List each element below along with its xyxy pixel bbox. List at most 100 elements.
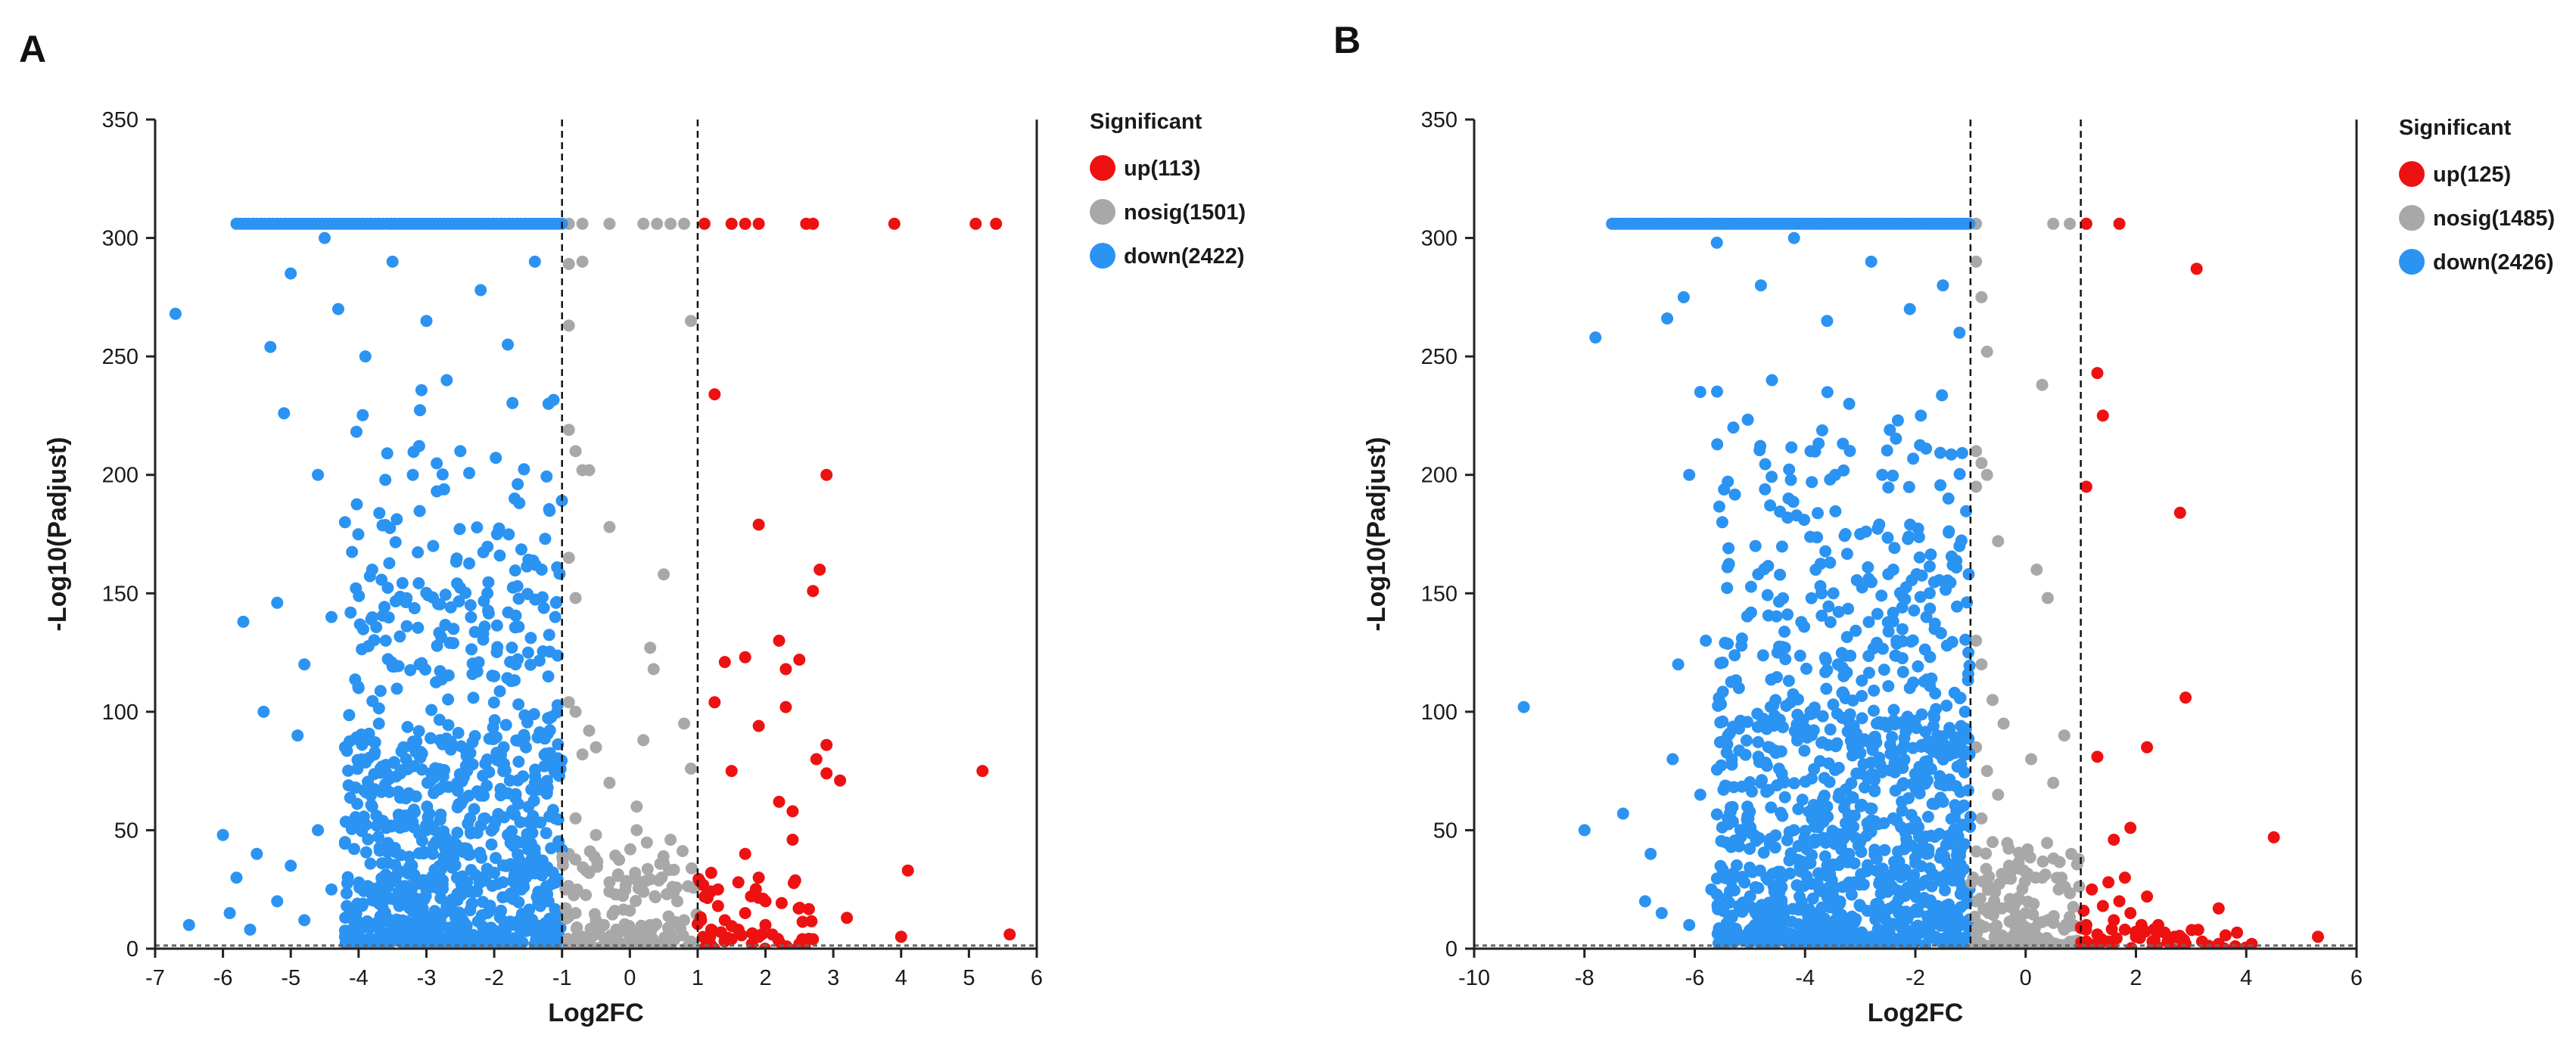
point-down: [468, 803, 481, 816]
point-down: [1769, 747, 1782, 760]
x-tick-label: 4: [2240, 966, 2252, 990]
point-down: [1672, 658, 1685, 671]
point-down: [1893, 866, 1906, 879]
point-down: [1759, 483, 1772, 496]
point-down: [1878, 906, 1891, 918]
point-down: [1809, 833, 1822, 846]
point-nosig: [2030, 564, 2043, 576]
point-down: [1927, 930, 1940, 943]
point-nosig: [576, 255, 589, 268]
point-down: [412, 847, 425, 859]
point-down: [1775, 540, 1788, 553]
point-nosig: [2047, 776, 2060, 789]
x-tick-label: -1: [552, 966, 572, 990]
point-down: [1815, 424, 1828, 437]
point-down: [404, 789, 417, 801]
point-down: [465, 610, 478, 623]
point-down: [381, 447, 394, 460]
point-down: [1934, 446, 1946, 459]
point-down: [1895, 921, 1908, 934]
point-down: [1923, 587, 1936, 600]
point-down: [1905, 809, 1918, 822]
point-down: [1903, 303, 1916, 315]
point-down: [1952, 830, 1965, 843]
point-down: [529, 593, 542, 606]
point-nosig: [1970, 255, 1983, 268]
point-down: [506, 642, 518, 654]
point-down: [1710, 872, 1723, 885]
point-nosig: [569, 445, 582, 458]
point-nosig: [1983, 870, 1996, 883]
point-down: [1818, 850, 1831, 862]
point-down: [345, 822, 358, 835]
point-down: [444, 601, 457, 614]
point-down: [518, 709, 531, 722]
point-down: [356, 409, 369, 421]
point-down: [1798, 620, 1811, 633]
point-down: [379, 519, 392, 531]
point-down: [1787, 777, 1800, 790]
point-down: [1822, 881, 1835, 894]
point-down: [370, 621, 383, 633]
point-up: [888, 217, 901, 230]
point-down: [1861, 905, 1874, 917]
point-nosig: [664, 217, 677, 230]
point-down: [1846, 791, 1859, 804]
point-down: [430, 676, 443, 688]
point-down: [446, 845, 459, 858]
point-down: [1921, 810, 1934, 823]
x-tick-label: -2: [484, 966, 504, 990]
point-down: [223, 907, 236, 919]
point-down: [459, 876, 472, 889]
point-down: [1936, 389, 1949, 402]
point-up: [704, 930, 717, 943]
point-down: [1957, 862, 1970, 875]
point-up: [2118, 923, 2131, 936]
point-down: [1951, 600, 1963, 613]
point-down: [312, 468, 325, 481]
point-down: [509, 875, 521, 887]
point-down: [366, 611, 378, 623]
point-up: [705, 885, 717, 898]
point-down: [1817, 816, 1830, 828]
point-down: [478, 812, 491, 825]
point-nosig: [647, 663, 660, 676]
x-tick-label: -4: [349, 966, 369, 990]
legend-label-down: down(2422): [1124, 244, 1245, 269]
point-down: [244, 923, 257, 936]
point-nosig: [651, 217, 664, 230]
point-down: [1912, 821, 1925, 834]
point-down: [551, 699, 564, 712]
point-down: [1763, 837, 1776, 850]
point-down: [543, 629, 555, 642]
point-down: [1832, 605, 1845, 618]
point-down: [1859, 525, 1872, 538]
point-down: [1935, 936, 1948, 949]
point-down: [369, 917, 381, 930]
point-down: [342, 779, 355, 792]
x-axis-title: Log2FC: [548, 999, 644, 1027]
point-down: [1887, 469, 1899, 482]
point-down: [454, 927, 467, 940]
point-down: [485, 838, 498, 851]
point-nosig: [577, 861, 590, 874]
point-down: [372, 831, 384, 844]
point-down: [471, 521, 484, 534]
point-down: [512, 755, 525, 768]
point-down: [392, 660, 405, 673]
point-up: [2091, 367, 2104, 380]
point-down: [1821, 315, 1834, 328]
point-down: [1824, 868, 1837, 881]
point-down: [1963, 659, 1976, 672]
point-down: [1843, 445, 1856, 458]
point-up: [2125, 942, 2138, 949]
point-down: [1924, 651, 1937, 663]
point-down: [534, 816, 547, 829]
point-nosig: [1989, 886, 2002, 899]
point-nosig: [1975, 290, 1988, 303]
point-up: [752, 518, 765, 531]
point-down: [271, 596, 284, 609]
point-nosig: [576, 217, 589, 230]
point-down: [1694, 788, 1706, 801]
point-down: [554, 921, 567, 934]
